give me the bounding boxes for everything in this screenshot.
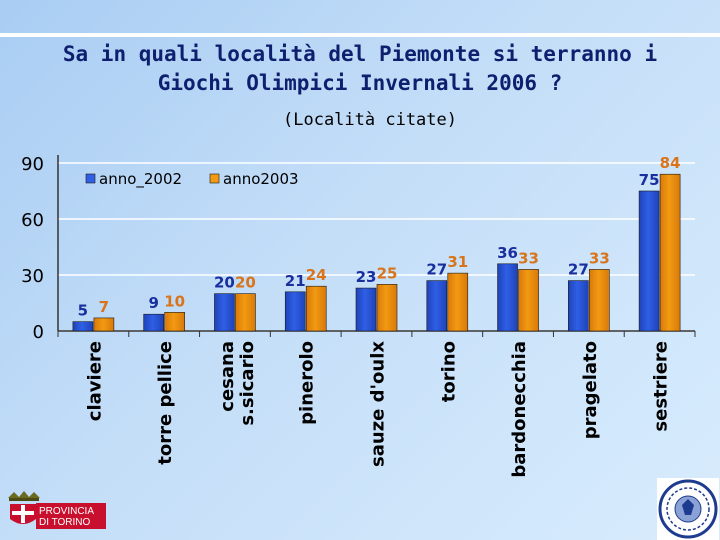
data-label-anno_2002: 27 <box>568 261 589 279</box>
bar-anno_2002 <box>72 321 94 332</box>
x-tick-label: torino <box>438 341 459 402</box>
logo-text-line-2: DI TORINO <box>39 517 91 528</box>
data-label-anno_2002: 27 <box>426 261 447 279</box>
x-tick-label: pinerolo <box>297 341 318 425</box>
top-rule <box>0 33 720 37</box>
bar-anno_2002 <box>497 263 518 332</box>
x-tick-label-line: pragelato <box>580 341 601 439</box>
bar-anno2003 <box>589 269 610 332</box>
provincia-di-torino-logo: PROVINCIA DI TORINO <box>8 491 106 529</box>
x-tick-label: bardonecchia <box>509 341 530 478</box>
x-tick-label: claviere <box>84 341 105 421</box>
data-label-anno2003: 84 <box>660 154 681 172</box>
data-label-anno_2002: 9 <box>148 294 158 312</box>
data-label-anno2003: 24 <box>306 266 327 284</box>
data-label-anno_2002: 20 <box>214 274 235 292</box>
coat-of-arms-icon <box>10 504 36 524</box>
data-label-anno_2002: 23 <box>356 268 377 286</box>
data-label-anno2003: 20 <box>235 274 256 292</box>
data-label-anno_2002: 36 <box>497 244 518 262</box>
logo-banner <box>36 503 106 529</box>
data-label-anno2003: 33 <box>518 249 539 267</box>
bar-anno2003 <box>305 285 327 332</box>
legend-swatch-anno_2002 <box>85 173 96 184</box>
x-tick-label-line: torino <box>438 341 459 402</box>
x-tick-label-line: claviere <box>84 341 105 421</box>
bar-anno_2002 <box>355 287 377 332</box>
data-label-anno2003: 31 <box>447 253 468 271</box>
x-tick-label-line: torre pellice <box>155 341 176 465</box>
slide-title-line-1: Sa in quali località del Piemonte si ter… <box>62 42 658 66</box>
slide-title: Sa in quali località del Piemonte si ter… <box>40 40 680 98</box>
x-tick-label-line: sestriere <box>651 341 672 432</box>
x-tick-label-line: bardonecchia <box>509 341 530 478</box>
bar-anno2003 <box>164 312 185 332</box>
legend-label-anno2003: anno2003 <box>223 170 299 188</box>
bar-anno_2002 <box>568 280 589 332</box>
data-label-anno_2002: 5 <box>78 302 88 320</box>
y-tick-label: 90 <box>21 154 44 175</box>
x-tick-label: sauze d'oulx <box>368 341 389 467</box>
bar-anno2003 <box>447 272 469 332</box>
bar-anno2003 <box>376 284 398 332</box>
bar-anno_2002 <box>214 293 235 332</box>
bar-anno2003 <box>518 269 539 332</box>
bar-anno_2002 <box>426 280 448 332</box>
slide-title-line-2: Giochi Olimpici Invernali 2006 ? <box>157 71 563 95</box>
data-label-anno_2002: 21 <box>285 272 306 290</box>
x-tick-label-line: sauze d'oulx <box>368 341 389 467</box>
x-tick-label-line: cesana <box>217 341 238 412</box>
data-label-anno2003: 33 <box>589 249 610 267</box>
x-tick-label-line: s.sicario <box>237 341 258 426</box>
x-tick-label: cesanas.sicario <box>217 341 258 426</box>
legend-swatch-anno2003 <box>209 173 220 184</box>
bar-chart: 0 30 60 90 5 7 claviere 9 10 torre pellice 20 20 ces… <box>21 154 696 478</box>
legend-label-anno_2002: anno_2002 <box>99 170 182 189</box>
logo-text-line-1: PROVINCIA <box>39 506 94 517</box>
data-label-anno2003: 10 <box>164 292 185 310</box>
data-label-anno2003: 7 <box>99 298 109 316</box>
y-tick-label: 60 <box>21 210 44 231</box>
bar-anno2003 <box>659 173 681 332</box>
bar-anno_2002 <box>638 190 660 332</box>
crown-icon <box>8 491 40 501</box>
bar-anno2003 <box>93 317 115 332</box>
circular-seal-icon <box>657 478 719 540</box>
data-label-anno_2002: 75 <box>639 171 660 189</box>
bar-anno_2002 <box>284 291 306 332</box>
data-label-anno2003: 25 <box>377 264 398 282</box>
bar-anno_2002 <box>143 313 164 332</box>
x-tick-label: sestriere <box>651 341 672 432</box>
slide-subtitle: (Località citate) <box>283 110 457 130</box>
y-tick-label: 30 <box>21 266 44 287</box>
x-tick-label: pragelato <box>580 341 601 439</box>
x-tick-label-line: pinerolo <box>297 341 318 425</box>
y-tick-label: 0 <box>33 322 44 343</box>
x-tick-label: torre pellice <box>155 341 176 465</box>
bar-anno2003 <box>235 293 256 332</box>
